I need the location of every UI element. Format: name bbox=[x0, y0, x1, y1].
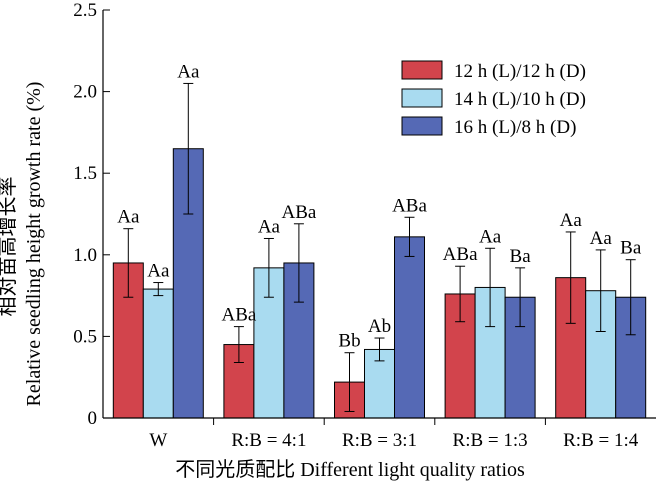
x-tick-label: R:B = 1:4 bbox=[563, 430, 639, 451]
y-axis-title-en: Relative seedling height growth rate (%) bbox=[23, 82, 45, 407]
data-label: Bb bbox=[338, 331, 360, 352]
bars-layer bbox=[112, 148, 647, 419]
legend: 12 h (L)/12 h (D) 14 h (L)/10 h (D) 16 h (… bbox=[401, 60, 586, 138]
y-tick-label: 2.0 bbox=[73, 82, 97, 103]
error-bars-layer bbox=[123, 82, 636, 412]
x-tick-label: R:B = 3:1 bbox=[342, 430, 417, 451]
y-axis-title: 相对苗高增长率 Relative seedling height growth … bbox=[0, 82, 45, 407]
y-tick-label: 0 bbox=[88, 408, 98, 429]
data-label: Aa bbox=[147, 261, 170, 282]
y-tick-label: 0.5 bbox=[73, 326, 97, 347]
legend-swatch bbox=[401, 88, 443, 108]
data-label: Aa bbox=[590, 228, 613, 249]
data-label: Aa bbox=[479, 226, 502, 247]
data-label: ABa bbox=[392, 195, 427, 216]
y-tick-label: 1.5 bbox=[73, 163, 97, 184]
axes-layer: W R:B = 4:1 R:B = 3:1 R:B = 1:3 R:B = 1:4 0 0.… bbox=[73, 0, 656, 451]
data-label: Ba bbox=[510, 246, 532, 267]
legend-swatch bbox=[401, 60, 443, 80]
legend-swatch bbox=[401, 116, 443, 136]
data-label: ABa bbox=[221, 305, 256, 326]
data-label: ABa bbox=[443, 244, 478, 265]
x-tick-label: R:B = 1:3 bbox=[453, 430, 528, 451]
y-axis-title-cn: 相对苗高增长率 bbox=[0, 177, 19, 317]
bar bbox=[394, 236, 425, 419]
y-tick-label: 1.0 bbox=[73, 245, 97, 266]
data-label: Aa bbox=[117, 207, 140, 228]
x-axis-title: 不同光质配比 Different light quality ratios bbox=[175, 458, 525, 481]
data-label: Aa bbox=[258, 216, 281, 237]
x-tick-label: R:B = 4:1 bbox=[231, 430, 306, 451]
y-tick-label: 2.5 bbox=[73, 0, 97, 21]
legend-label: 16 h (L)/8 h (D) bbox=[454, 117, 576, 138]
legend-label: 12 h (L)/12 h (D) bbox=[454, 61, 586, 82]
data-label: Aa bbox=[177, 61, 200, 82]
data-label: Ab bbox=[368, 316, 391, 337]
x-tick-label: W bbox=[149, 430, 167, 451]
data-label: Ba bbox=[620, 238, 642, 259]
data-label: Aa bbox=[560, 210, 583, 231]
bar bbox=[142, 288, 174, 419]
data-label: ABa bbox=[281, 202, 316, 223]
legend-label: 14 h (L)/10 h (D) bbox=[454, 89, 586, 110]
